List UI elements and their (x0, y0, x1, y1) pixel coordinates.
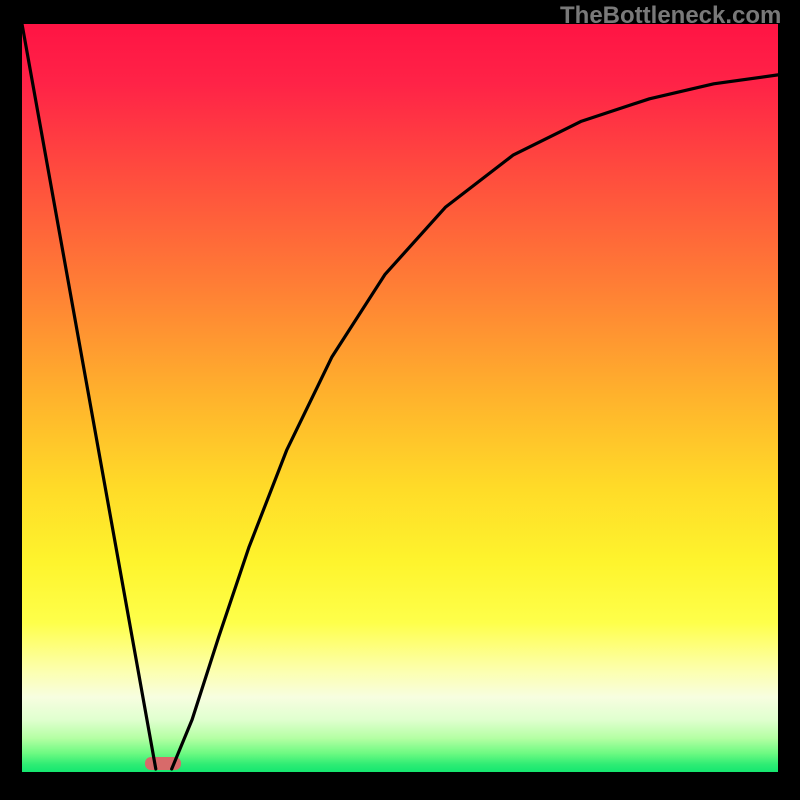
curve-left-leg (22, 24, 156, 769)
chart-container: TheBottleneck.com (0, 0, 800, 800)
curve-right-leg (172, 75, 778, 769)
curve-layer (22, 24, 778, 772)
watermark-text: TheBottleneck.com (560, 2, 781, 30)
plot-area (22, 24, 778, 772)
